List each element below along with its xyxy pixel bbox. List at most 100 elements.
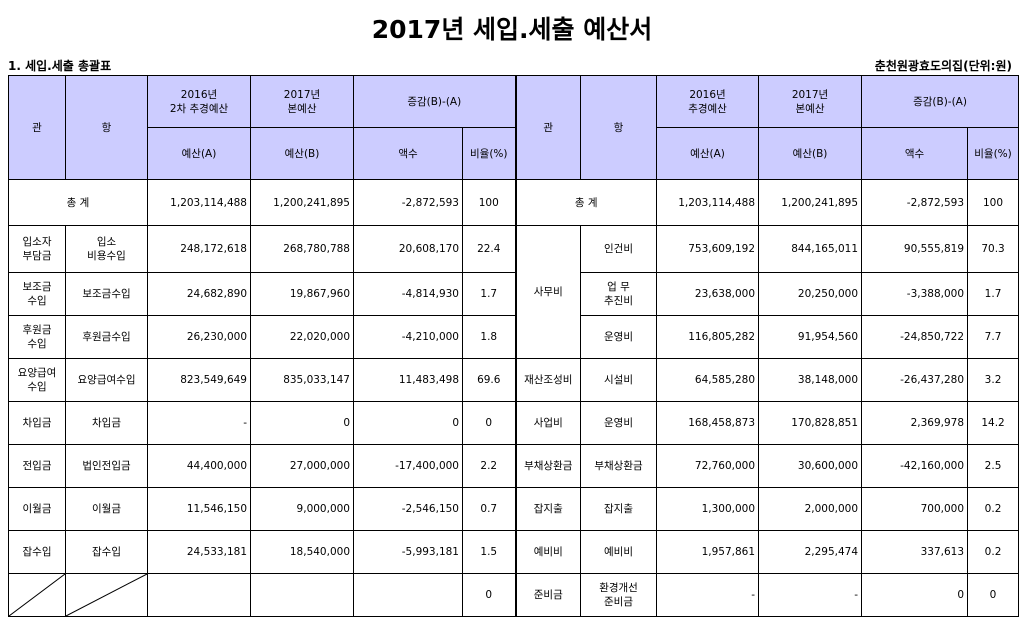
- table-row: 잡수입 잡수입 24,533,181 18,540,000 -5,993,181…: [8, 530, 1020, 574]
- header-amount-sub-right: 액수: [861, 127, 969, 180]
- expense-budget-b: 2,000,000: [758, 487, 863, 531]
- header-budget-a: 2016년 2차 추경예산: [147, 75, 251, 128]
- header-budget-a-sub: 예산(A): [147, 127, 251, 180]
- revenue-budget-a: 823,549,649: [147, 358, 251, 402]
- revenue-hang: 입소 비용수입: [65, 225, 148, 273]
- expense-gwan: 사업비: [514, 401, 582, 445]
- revenue-gwan: 보조금 수입: [8, 272, 66, 316]
- expense-ratio: 0.2: [967, 530, 1020, 574]
- revenue-gwan: 후원금 수입: [8, 315, 66, 359]
- header-budget-b-sub-right: 예산(B): [758, 127, 863, 180]
- revenue-budget-a: [147, 573, 251, 617]
- expense-budget-b: -: [758, 573, 863, 617]
- header-diff: 증감(B)-(A): [352, 75, 517, 128]
- total-diff: -2,872,593: [353, 179, 463, 226]
- revenue-budget-b: 22,020,000: [250, 315, 354, 359]
- revenue-budget-b: 19,867,960: [250, 272, 354, 316]
- revenue-gwan: 입소자 부담금: [8, 225, 66, 273]
- table-row: 보조금 수입 보조금수입 24,682,890 19,867,960 -4,81…: [8, 272, 1020, 316]
- expense-gwan: 예비비: [514, 530, 582, 574]
- expense-budget-b: 2,295,474: [758, 530, 863, 574]
- revenue-budget-a: 44,400,000: [147, 444, 251, 488]
- expense-gwan: 사무비: [514, 225, 582, 359]
- revenue-ratio: 0: [461, 573, 517, 617]
- table-row: 이월금 이월금 11,546,150 9,000,000 -2,546,150 …: [8, 487, 1020, 531]
- total-diff-right: -2,872,593: [861, 179, 969, 226]
- expense-hang: 부채상환금: [580, 444, 658, 488]
- revenue-diff: -5,993,181: [353, 530, 463, 574]
- empty-diagonal-cell: [65, 573, 148, 617]
- header-row-1: 관 항 2016년 2차 추경예산 2017년 본예산 증감(B)-(A) 관 …: [8, 75, 1020, 180]
- revenue-diff: 0: [353, 401, 463, 445]
- expense-diff: 337,613: [861, 530, 969, 574]
- expense-ratio: 1.7: [967, 272, 1020, 316]
- revenue-hang: 후원금수입: [65, 315, 148, 359]
- header-budget-b: 2017년 본예산: [250, 75, 354, 128]
- diagonal-line-icon: [66, 574, 147, 616]
- header-amount-sub: 액수: [353, 127, 463, 180]
- header-budget-b-right: 2017년 본예산: [758, 75, 863, 128]
- expense-hang: 운영비: [580, 401, 658, 445]
- table-row: 입소자 부담금 입소 비용수입 248,172,618 268,780,788 …: [8, 225, 1020, 359]
- revenue-gwan: 전입금: [8, 444, 66, 488]
- revenue-ratio: 69.6: [461, 358, 517, 402]
- expense-gwan: 재산조성비: [514, 358, 582, 402]
- expense-diff: -42,160,000: [861, 444, 969, 488]
- revenue-diff: 11,483,498: [353, 358, 463, 402]
- revenue-diff: -2,546,150: [353, 487, 463, 531]
- revenue-hang: 법인전입금: [65, 444, 148, 488]
- expense-gwan: 준비금: [514, 573, 582, 617]
- expense-budget-a: 23,638,000: [656, 272, 760, 316]
- revenue-hang: 차입금: [65, 401, 148, 445]
- expense-hang: 예비비: [580, 530, 658, 574]
- expense-budget-a: 116,805,282: [656, 315, 760, 359]
- revenue-ratio: 2.2: [461, 444, 517, 488]
- expense-budget-b: 30,600,000: [758, 444, 863, 488]
- table-row: 0 준비금 환경개선 준비금 - - 0 0: [8, 573, 1020, 617]
- total-ratio-right: 100: [967, 179, 1020, 226]
- revenue-ratio: 0: [461, 401, 517, 445]
- table-row: 요양급여 수입 요양급여수입 823,549,649 835,033,147 1…: [8, 358, 1020, 402]
- revenue-gwan: 잡수입: [8, 530, 66, 574]
- revenue-budget-b: 0: [250, 401, 354, 445]
- expense-gwan: 부채상환금: [514, 444, 582, 488]
- header-gwan: 관: [8, 75, 66, 180]
- expense-diff: -3,388,000: [861, 272, 969, 316]
- expense-budget-b: 20,250,000: [758, 272, 863, 316]
- expense-budget-a: 64,585,280: [656, 358, 760, 402]
- total-budget-b-right: 1,200,241,895: [758, 179, 863, 226]
- expense-ratio: 7.7: [967, 315, 1020, 359]
- section-subtitle: 1. 세입.세출 총괄표: [8, 59, 112, 73]
- expense-ratio: 0.2: [967, 487, 1020, 531]
- revenue-gwan: 이월금: [8, 487, 66, 531]
- revenue-diff: 20,608,170: [353, 225, 463, 273]
- header-gwan-right: 관: [514, 75, 582, 180]
- expense-diff: 2,369,978: [861, 401, 969, 445]
- expense-budget-a: 168,458,873: [656, 401, 760, 445]
- revenue-ratio: 22.4: [461, 225, 517, 273]
- expense-gwan: 잡지출: [514, 487, 582, 531]
- expense-ratio: 14.2: [967, 401, 1020, 445]
- expense-budget-a: 1,957,861: [656, 530, 760, 574]
- revenue-budget-a: 11,546,150: [147, 487, 251, 531]
- expense-ratio: 0: [967, 573, 1020, 617]
- header-hang: 항: [65, 75, 148, 180]
- expense-budget-b: 170,828,851: [758, 401, 863, 445]
- revenue-budget-b: 27,000,000: [250, 444, 354, 488]
- revenue-budget-b: 18,540,000: [250, 530, 354, 574]
- expense-budget-a: 72,760,000: [656, 444, 760, 488]
- revenue-budget-a: 26,230,000: [147, 315, 251, 359]
- revenue-hang: 보조금수입: [65, 272, 148, 316]
- header-diff-right: 증감(B)-(A): [861, 75, 1020, 128]
- expense-ratio: 70.3: [967, 225, 1020, 273]
- revenue-budget-a: -: [147, 401, 251, 445]
- total-row: 총 계 1,203,114,488 1,200,241,895 -2,872,5…: [8, 179, 1020, 226]
- total-budget-a-right: 1,203,114,488: [656, 179, 760, 226]
- header-budget-a-sub-right: 예산(A): [656, 127, 760, 180]
- revenue-ratio: 0.7: [461, 487, 517, 531]
- table-row: 전입금 법인전입금 44,400,000 27,000,000 -17,400,…: [8, 444, 1020, 488]
- diagonal-line-icon: [9, 574, 65, 616]
- header-budget-b-sub: 예산(B): [250, 127, 354, 180]
- revenue-gwan: 요양급여 수입: [8, 358, 66, 402]
- revenue-diff: -17,400,000: [353, 444, 463, 488]
